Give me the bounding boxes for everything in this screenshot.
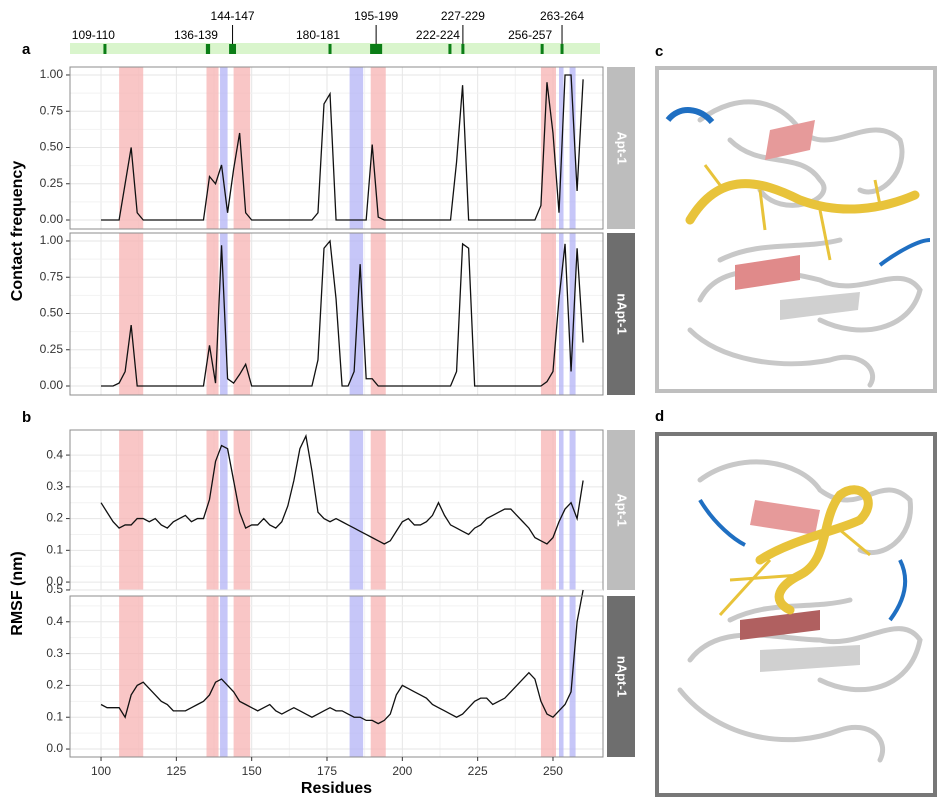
y-tick-label: 0.4 bbox=[46, 447, 63, 461]
y-tick-label: 0.4 bbox=[46, 614, 63, 628]
y-axis-title: Contact frequency bbox=[9, 161, 26, 302]
site-label: 263-264 bbox=[540, 9, 584, 23]
y-tick-label: 0.50 bbox=[40, 140, 64, 154]
highlight-band bbox=[220, 430, 228, 590]
y-tick-label: 0.25 bbox=[40, 342, 64, 356]
highlight-band bbox=[541, 233, 556, 395]
y-axis-title: RMSF (nm) bbox=[9, 551, 26, 635]
figure: a b c d 109 bbox=[0, 0, 940, 801]
highlight-band bbox=[206, 596, 218, 757]
site-strip bbox=[70, 43, 600, 54]
highlight-band bbox=[350, 430, 364, 590]
y-tick-label: 0.0 bbox=[46, 741, 63, 755]
y-tick-label: 0.2 bbox=[46, 511, 63, 525]
site-mark bbox=[541, 44, 544, 54]
site-mark bbox=[229, 44, 236, 54]
highlight-band bbox=[371, 233, 386, 395]
site-mark bbox=[329, 44, 332, 54]
highlight-band bbox=[119, 430, 143, 590]
highlight-band bbox=[559, 233, 564, 395]
y-tick-label: 0.3 bbox=[46, 479, 63, 493]
y-tick-label: 0.3 bbox=[46, 646, 63, 660]
highlight-band bbox=[559, 430, 564, 590]
x-tick-label: 150 bbox=[242, 764, 262, 778]
x-tick-label: 250 bbox=[543, 764, 563, 778]
facet-label: Apt-1 bbox=[615, 131, 630, 164]
site-label: 136-139 bbox=[174, 28, 218, 42]
panel-label: d bbox=[655, 408, 664, 425]
site-label: 256-257 bbox=[508, 28, 552, 42]
highlight-band bbox=[350, 233, 364, 395]
y-tick-label: 0.75 bbox=[40, 103, 64, 117]
y-tick-label: 0.00 bbox=[40, 378, 64, 392]
highlight-band bbox=[350, 67, 364, 229]
site-mark bbox=[103, 44, 106, 54]
y-tick-label: 0.1 bbox=[46, 542, 63, 556]
highlight-band bbox=[119, 233, 143, 395]
highlight-band bbox=[206, 233, 218, 395]
highlight-band bbox=[206, 67, 218, 229]
highlight-band bbox=[570, 430, 576, 590]
highlight-band bbox=[119, 596, 143, 757]
highlight-band bbox=[234, 596, 251, 757]
site-mark bbox=[370, 44, 382, 54]
site-label: 109-110 bbox=[72, 28, 115, 42]
highlight-band bbox=[206, 430, 218, 590]
highlight-band bbox=[371, 596, 386, 757]
structure-image bbox=[657, 434, 935, 795]
x-tick-label: 125 bbox=[166, 764, 186, 778]
x-tick-label: 100 bbox=[91, 764, 111, 778]
site-mark bbox=[561, 44, 564, 54]
x-tick-label: 200 bbox=[392, 764, 412, 778]
site-label: 144-147 bbox=[211, 9, 255, 23]
y-tick-label: 1.00 bbox=[40, 233, 64, 247]
facet-label: nApt-1 bbox=[615, 656, 630, 697]
highlight-band bbox=[371, 430, 386, 590]
highlight-band bbox=[541, 430, 556, 590]
y-tick-label: 0.2 bbox=[46, 678, 63, 692]
x-axis-title: Residues bbox=[301, 780, 372, 797]
facet-label: Apt-1 bbox=[615, 493, 630, 526]
y-tick-label: 0.5 bbox=[46, 582, 63, 596]
highlight-band bbox=[234, 430, 251, 590]
x-tick-label: 175 bbox=[317, 764, 337, 778]
panel-label: a bbox=[22, 41, 31, 58]
site-mark bbox=[448, 44, 451, 54]
site-mark bbox=[461, 44, 464, 54]
highlight-band bbox=[234, 67, 251, 229]
structure-image bbox=[657, 68, 935, 391]
site-label: 195-199 bbox=[354, 9, 398, 23]
highlight-band bbox=[220, 596, 228, 757]
x-tick-label: 225 bbox=[468, 764, 488, 778]
site-label: 180-181 bbox=[296, 28, 340, 42]
y-tick-label: 1.00 bbox=[40, 67, 64, 81]
panel-label: c bbox=[655, 43, 663, 60]
y-tick-label: 0.50 bbox=[40, 306, 64, 320]
y-tick-label: 0.00 bbox=[40, 212, 64, 226]
page: {"panel_labels": ["a", "b", "c", "d"], "… bbox=[0, 0, 940, 801]
highlight-band bbox=[559, 596, 564, 757]
y-tick-label: 0.75 bbox=[40, 269, 64, 283]
site-label: 227-229 bbox=[441, 9, 485, 23]
facet-label: nApt-1 bbox=[615, 293, 630, 334]
plot-background bbox=[70, 67, 603, 229]
highlight-band bbox=[541, 596, 556, 757]
y-tick-label: 0.25 bbox=[40, 176, 64, 190]
y-tick-label: 0.1 bbox=[46, 709, 63, 723]
highlight-band bbox=[350, 596, 364, 757]
site-mark bbox=[206, 44, 210, 54]
site-label: 222-224 bbox=[416, 28, 460, 42]
panel-label: b bbox=[22, 409, 31, 426]
